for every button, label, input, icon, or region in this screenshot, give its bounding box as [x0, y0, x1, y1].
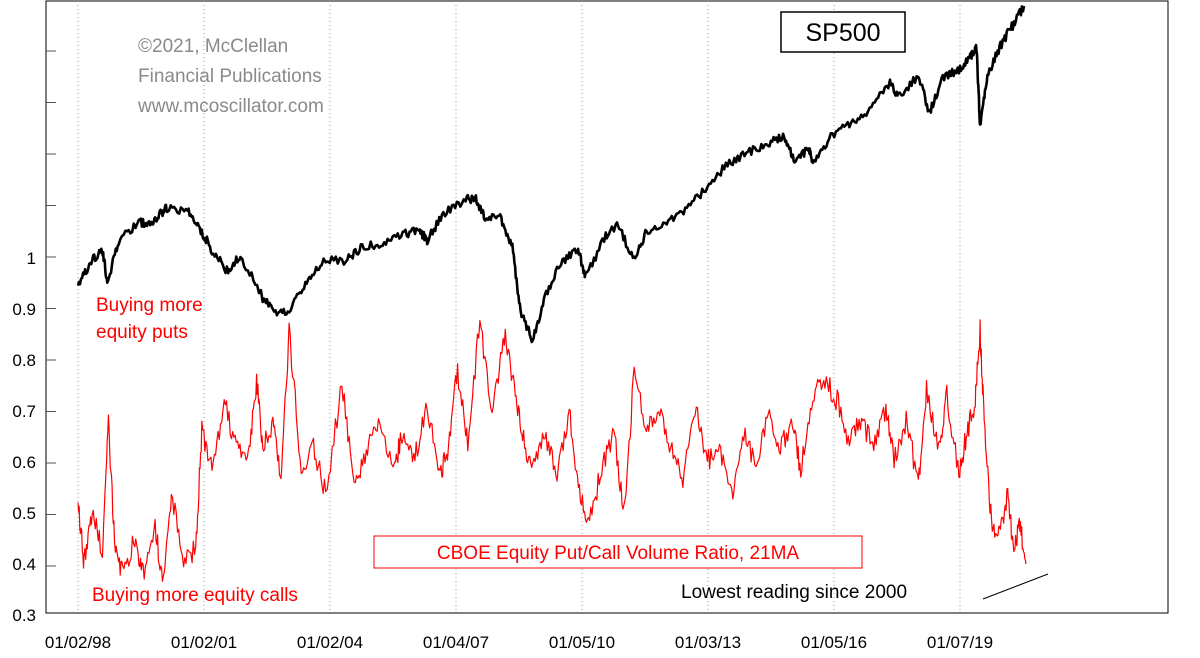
x-tick-label: 01/03/13: [675, 633, 741, 652]
sp500-title-box: [780, 11, 906, 53]
x-tick-label: 01/02/98: [45, 633, 111, 652]
y-tick-label: 0.6: [12, 453, 36, 472]
y-tick-label: 0.8: [12, 351, 36, 370]
x-tick-label: 01/02/04: [297, 633, 363, 652]
copyright-line-3: www.mcoscillator.com: [137, 96, 324, 117]
series-sp500-line: [76, 5, 1026, 344]
series-put-call-line: [77, 319, 1027, 582]
sp500-title: SP500: [805, 19, 880, 47]
x-tick-label: 01/04/07: [423, 633, 489, 652]
annotation-calls: Buying more equity calls: [92, 585, 298, 606]
x-tick-label: 01/07/19: [927, 633, 993, 652]
x-tick-label: 01/05/10: [549, 633, 615, 652]
ratio-title: CBOE Equity Put/Call Volume Ratio, 21MA: [437, 543, 800, 564]
plot-area: [45, 0, 1169, 614]
annotation-puts-line-1: Buying more: [96, 295, 203, 316]
y-tick-label: 0.3: [12, 606, 36, 625]
x-tick-label: 01/05/16: [801, 633, 867, 652]
annotation-puts-line-2: equity puts: [96, 322, 188, 343]
copyright-line-2: Financial Publications: [138, 66, 322, 87]
x-axis-labels: 01/02/98 01/02/01 01/02/04 01/04/07 01/05/10…: [45, 633, 993, 652]
y-axis-labels: 1 0.9 0.8 0.7 0.6 0.5 0.4 0.3: [12, 249, 36, 625]
x-tick-label: 01/02/01: [171, 633, 237, 652]
y-tick-label: 1: [27, 249, 36, 268]
annotation-lowest-pointer: [982, 573, 1049, 600]
y-tick-label: 0.7: [12, 402, 36, 421]
copyright-line-1: ©2021, McClellan: [138, 36, 288, 57]
series-group: [76, 5, 1027, 582]
y-tick-label: 0.4: [12, 555, 36, 574]
y-tick-label: 0.5: [12, 504, 36, 523]
y-tick-label: 0.9: [12, 300, 36, 319]
ratio-title-box: [373, 535, 863, 569]
annotation-lowest: Lowest reading since 2000: [681, 582, 907, 603]
axis-ticks: [46, 50, 56, 567]
